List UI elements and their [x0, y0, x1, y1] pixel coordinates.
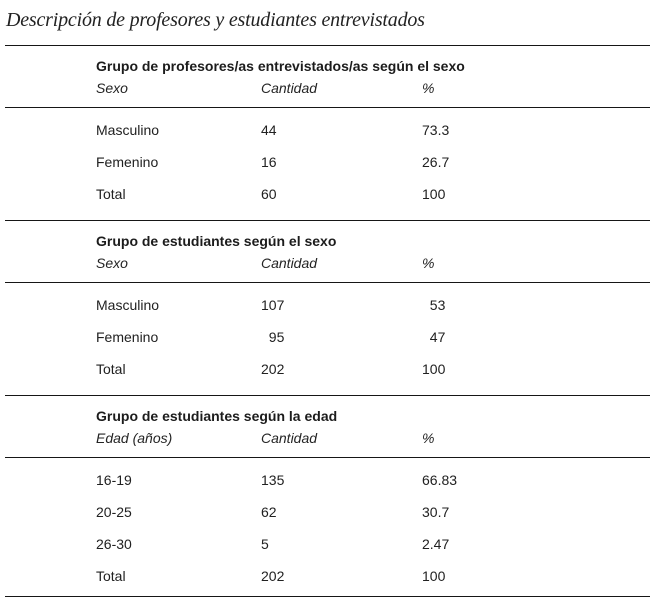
table-row: 26-30 5 2.47 [96, 528, 650, 560]
section-title: Grupo de profesores/as entrevistados/as … [96, 58, 465, 74]
table-cell: 100 [422, 361, 446, 377]
horizontal-rule [5, 107, 650, 108]
table-cell: Femenino [96, 154, 159, 170]
table-rows: 16-19 135 66.83 20-25 62 30.7 26-30 5 2.47 Total 2… [5, 458, 650, 596]
table-caption: Descripción de profesores y estudiantes … [6, 9, 425, 31]
horizontal-rule [5, 395, 650, 396]
table-cell: Total [96, 568, 126, 584]
table-cell: 2.47 [422, 536, 450, 552]
column-header: Cantidad [261, 80, 318, 96]
horizontal-rule [5, 282, 650, 283]
table-rows: Masculino 44 73.3 Femenino 16 26.7 Total 60 100 [5, 108, 650, 220]
column-header: % [422, 430, 435, 446]
table-cell: 95 [261, 329, 285, 345]
table-section: Grupo de profesores/as entrevistados/as … [5, 55, 650, 220]
table-cell: 44 [261, 122, 277, 138]
table-cell: 47 [422, 329, 446, 345]
table-cell: Masculino [96, 122, 160, 138]
table-cell: 60 [261, 186, 277, 202]
column-header: % [422, 80, 435, 96]
table-rows: Masculino 107 53 Femenino 95 47 Total 202 100 [5, 283, 650, 395]
column-header: Cantidad [261, 255, 318, 271]
table-cell: 20-25 [96, 504, 132, 520]
tables-container: Grupo de profesores/as entrevistados/as … [5, 45, 650, 597]
section-title: Grupo de estudiantes según el sexo [96, 233, 337, 249]
table-cell: 16 [261, 154, 277, 170]
table-cell: 5 [261, 536, 269, 552]
column-header-row: Edad (años) Cantidad% [96, 427, 650, 449]
table-cell: Masculino [96, 297, 160, 313]
column-header: Sexo [96, 255, 128, 271]
table-cell: Femenino [96, 329, 159, 345]
column-header: Cantidad [261, 430, 318, 446]
table-cell: 26-30 [96, 536, 132, 552]
table-cell: 30.7 [422, 504, 450, 520]
table-cell: 62 [261, 504, 277, 520]
table-cell: 100 [422, 568, 446, 584]
table-row: Femenino 95 47 [96, 321, 650, 353]
column-header-row: Sexo Cantidad% [96, 77, 650, 99]
table-cell: 26.7 [422, 154, 450, 170]
table-row: Masculino 44 73.3 [96, 114, 650, 146]
table-cell: Total [96, 186, 126, 202]
table-row: Masculino 107 53 [96, 289, 650, 321]
horizontal-rule [5, 596, 650, 597]
horizontal-rule [5, 45, 650, 46]
table-cell: 53 [422, 297, 446, 313]
table-cell: 107 [261, 297, 285, 313]
column-header-row: Sexo Cantidad% [96, 252, 650, 274]
table-row: Femenino 16 26.7 [96, 146, 650, 178]
table-cell: 202 [261, 568, 285, 584]
column-header: Sexo [96, 80, 128, 96]
horizontal-rule [5, 220, 650, 221]
table-cell: 135 [261, 472, 285, 488]
table-row: 20-25 62 30.7 [96, 496, 650, 528]
table-row: 16-19 135 66.83 [96, 464, 650, 496]
table-cell: Total [96, 361, 126, 377]
table-row: Total 202 100 [96, 353, 650, 385]
table-cell: 73.3 [422, 122, 450, 138]
table-cell: 202 [261, 361, 285, 377]
table-section: Grupo de estudiantes según la edad Edad … [5, 405, 650, 596]
table-row: Total 60 100 [96, 178, 650, 210]
column-header: Edad (años) [96, 430, 173, 446]
table-cell: 66.83 [422, 472, 458, 488]
table-section: Grupo de estudiantes según el sexo Sexo C… [5, 230, 650, 395]
table-cell: 100 [422, 186, 446, 202]
column-header: % [422, 255, 435, 271]
horizontal-rule [5, 457, 650, 458]
table-row: Total 202 100 [96, 560, 650, 592]
section-title: Grupo de estudiantes según la edad [96, 408, 338, 424]
table-cell: 16-19 [96, 472, 132, 488]
